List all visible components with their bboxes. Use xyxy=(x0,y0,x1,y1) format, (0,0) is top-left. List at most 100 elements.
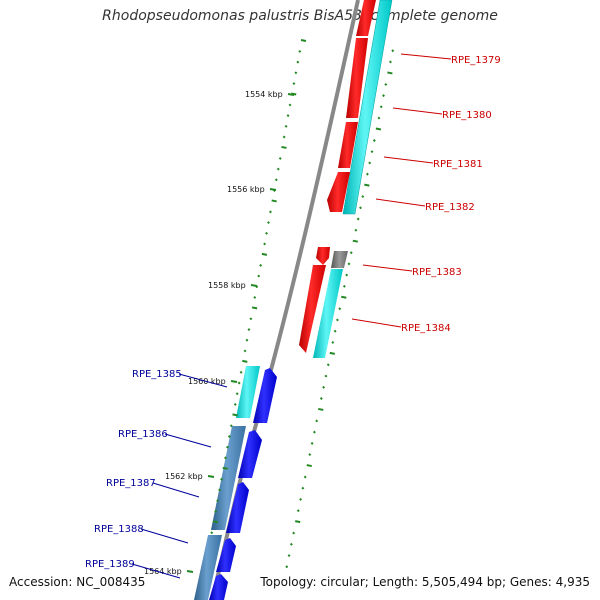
ruler-tick xyxy=(281,145,287,149)
gene-arrow-rpe-1383[interactable] xyxy=(316,247,330,265)
forward-strand-track xyxy=(299,0,393,358)
major-tick xyxy=(287,93,295,96)
ruler-tick xyxy=(259,263,263,267)
ruler-tick xyxy=(261,252,268,256)
ruler-tick xyxy=(338,307,342,311)
gene-label-rpe-1380[interactable]: RPE_1380 xyxy=(442,110,492,121)
ruler-tick xyxy=(251,306,258,310)
gene-arrow-rpe-1389[interactable] xyxy=(209,574,228,600)
ruler-tick xyxy=(232,413,238,417)
ruler-tick xyxy=(318,407,324,411)
gene-arrow-rpe-1386[interactable] xyxy=(238,430,262,478)
rna-feature-2[interactable] xyxy=(313,269,343,358)
ruler-tick xyxy=(384,82,388,86)
ruler-tick xyxy=(388,60,392,64)
ruler-tick xyxy=(284,124,288,128)
major-tick xyxy=(207,475,215,478)
major-tick xyxy=(186,570,194,573)
ruler-tick xyxy=(354,228,358,232)
other-feature[interactable] xyxy=(331,251,348,268)
ruler-tick xyxy=(342,284,346,288)
ruler-tick xyxy=(368,161,372,165)
ruler-tick xyxy=(235,392,239,396)
ruler-tick xyxy=(216,499,220,503)
ruler-tick xyxy=(359,206,362,210)
ruler-tick xyxy=(391,49,395,53)
ruler-tick xyxy=(296,509,300,513)
ruler-tick xyxy=(292,82,296,85)
major-tick xyxy=(230,380,238,383)
scale-ticks xyxy=(210,39,395,569)
ruler-tick xyxy=(278,156,282,160)
gene-arrow-rpe-1380[interactable] xyxy=(346,38,368,118)
ruler-tick xyxy=(287,554,291,557)
ruler-tick xyxy=(243,349,247,353)
gene-arrow-rpe-1387[interactable] xyxy=(226,482,249,533)
gene-arrow-rpe-1385[interactable] xyxy=(253,368,277,423)
ruler-tick xyxy=(306,464,312,468)
ruler-tick xyxy=(295,520,301,524)
label-leader-line xyxy=(375,198,426,207)
ruler-tick xyxy=(276,167,280,171)
gene-label-rpe-1385[interactable]: RPE_1385 xyxy=(132,369,182,380)
gene-arrow-rpe-1379[interactable] xyxy=(356,0,376,36)
gene-label-rpe-1386[interactable]: RPE_1386 xyxy=(118,429,168,440)
scale-label: 1564 kbp xyxy=(144,567,182,576)
gene-label-rpe-1384[interactable]: RPE_1384 xyxy=(401,323,451,334)
label-leader-line xyxy=(383,156,434,164)
gene-label-rpe-1382[interactable]: RPE_1382 xyxy=(425,202,475,213)
ruler-tick xyxy=(285,565,289,569)
ruler-tick xyxy=(300,39,307,42)
gene-label-rpe-1379[interactable]: RPE_1379 xyxy=(451,55,501,66)
ruler-tick xyxy=(331,340,335,344)
ruler-tick xyxy=(341,295,347,299)
ruler-tick xyxy=(296,60,300,64)
ruler-tick xyxy=(370,150,374,154)
ruler-tick xyxy=(247,328,251,331)
rna-feature-3[interactable] xyxy=(236,366,260,418)
ruler-tick xyxy=(303,475,307,479)
ruler-tick xyxy=(356,217,360,221)
ruler-tick xyxy=(375,127,382,131)
label-leader-line xyxy=(392,107,443,115)
gene-label-rpe-1388[interactable]: RPE_1388 xyxy=(94,524,144,535)
ruler-tick xyxy=(319,397,323,400)
ruler-tick xyxy=(223,456,227,460)
label-leader-line xyxy=(152,482,200,498)
label-leader-line xyxy=(140,528,189,544)
gene-label-rpe-1383[interactable]: RPE_1383 xyxy=(412,267,462,278)
ruler-tick xyxy=(289,542,293,546)
ruler-tick xyxy=(349,251,353,255)
label-leader-line xyxy=(178,373,228,388)
gene-label-rpe-1389[interactable]: RPE_1389 xyxy=(85,559,135,570)
ruler-tick xyxy=(335,318,339,322)
major-tick xyxy=(269,188,277,191)
gene-arrow-rpe-1384[interactable] xyxy=(299,265,326,353)
ruler-tick xyxy=(257,274,261,278)
ruler-tick xyxy=(299,497,303,501)
ruler-tick xyxy=(322,385,326,389)
ruler-tick xyxy=(382,94,385,98)
ruler-tick xyxy=(352,239,359,243)
map-title: Rhodopseudomonas palustris BisA53, compl… xyxy=(102,8,498,24)
ruler-tick xyxy=(282,135,286,139)
rna-feature[interactable] xyxy=(342,0,393,215)
gene-feature-steel-1[interactable] xyxy=(211,426,246,530)
label-leader-line xyxy=(362,264,413,272)
ruler-tick xyxy=(333,329,337,333)
gene-arrow-rpe-1388[interactable] xyxy=(216,538,236,572)
gene-arrow-rpe-1381[interactable] xyxy=(338,122,358,168)
ruler-tick xyxy=(310,441,314,445)
ruler-tick xyxy=(274,178,278,182)
ruler-tick xyxy=(298,49,302,53)
gene-label-rpe-1387[interactable]: RPE_1387 xyxy=(106,478,156,489)
accession-text: Accession: NC_008435 xyxy=(9,575,146,589)
ruler-tick xyxy=(214,509,218,513)
gene-feature-steel-2[interactable] xyxy=(194,535,222,600)
ruler-tick xyxy=(377,116,381,120)
gene-label-rpe-1381[interactable]: RPE_1381 xyxy=(433,159,483,170)
reverse-strand-track xyxy=(194,366,277,600)
ruler-tick xyxy=(312,430,316,434)
gene-arrow-rpe-1382[interactable] xyxy=(327,172,350,212)
ruler-tick xyxy=(347,262,351,266)
